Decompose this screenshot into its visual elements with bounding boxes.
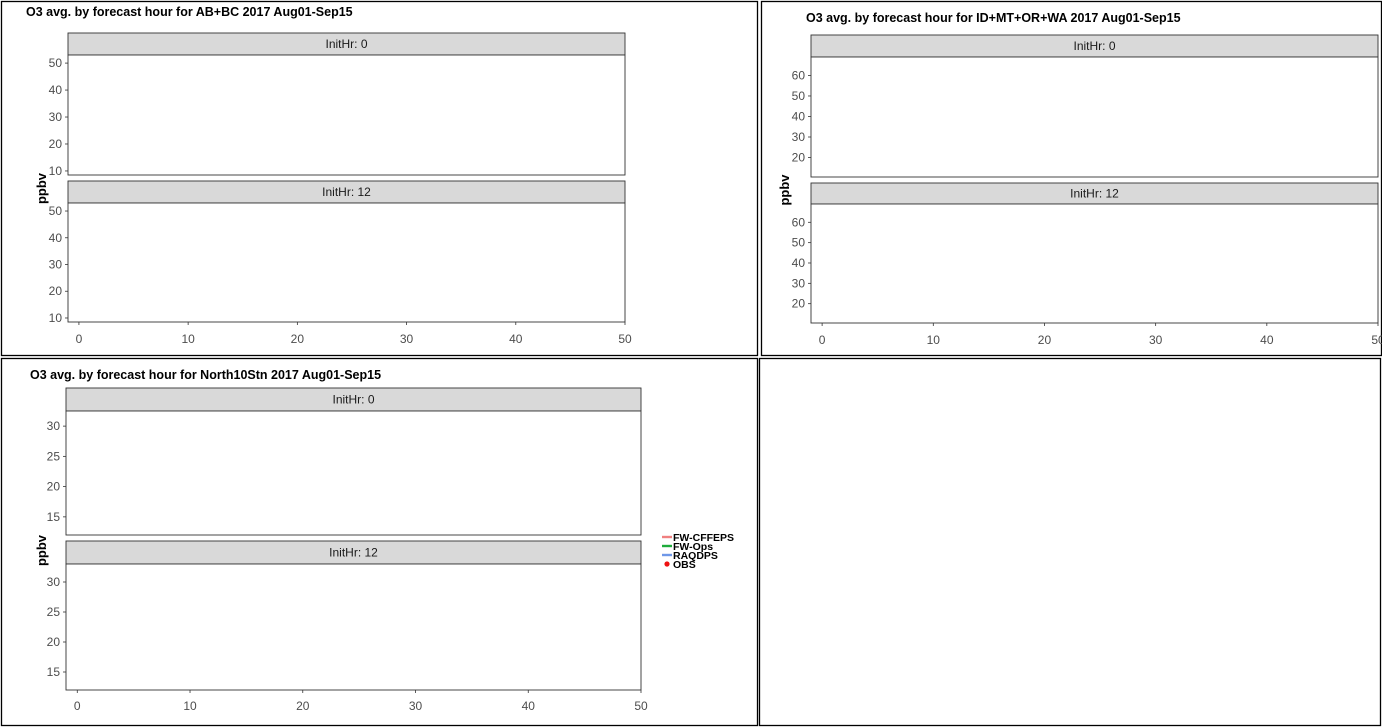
y-tick-label: 50 [792,236,806,250]
facet-strip-label: InitHr: 0 [332,393,374,407]
x-tick-label: 0 [74,699,81,713]
x-tick-label: 10 [183,699,197,713]
legend-item-obs: OBS [664,559,696,571]
y-axis-title: ppbv [34,172,49,204]
y-tick-label: 10 [49,311,63,325]
facet-panel-inithr-0: InitHr: 0 15 20 25 30 [47,387,642,536]
x-tick-label: 40 [1260,333,1274,347]
y-axis-title: ppbv [34,534,49,566]
y-tick-label: 20 [47,635,61,649]
y-axis-title: ppbv [777,174,792,206]
x-tick-label: 30 [1149,333,1163,347]
legend-key-point [664,561,670,567]
facet-panel-inithr-12: InitHr: 12 15 20 25 30 [47,540,642,691]
x-tick-label: 20 [296,699,310,713]
y-tick-label: 50 [792,89,806,103]
facet-panel-inithr-0: InitHr: 0 10 20 30 40 50 [49,32,626,178]
y-tick-label: 15 [47,510,61,524]
x-tick-label: 20 [1038,333,1052,347]
facet-strip-label: InitHr: 0 [1073,39,1115,53]
y-tick-label: 40 [49,83,63,97]
x-tick-label: 0 [819,333,826,347]
y-tick-label: 30 [49,110,63,124]
cell-border-bottom-left [0,357,759,727]
chart-title: O3 avg. by forecast hour for North10Stn … [30,368,381,382]
y-tick-label: 30 [49,258,63,272]
y-tick-label: 15 [47,665,61,679]
y-tick-label: 30 [792,276,806,290]
y-tick-label: 30 [47,419,61,433]
chart-1: O3 avg. by forecast hour for AB+BC 2017 … [26,5,632,346]
legend-label: FW-CFFEPS [673,532,734,544]
facet-strip-label: InitHr: 12 [329,546,378,560]
legend-item-fw-ops: FW-Ops [662,541,713,553]
y-tick-label: 40 [49,231,63,245]
y-tick-label: 20 [792,151,806,165]
y-tick-label: 20 [49,284,63,298]
charts-layer: O3 avg. by forecast hour for AB+BC 2017 … [26,5,1382,713]
chart-3: O3 avg. by forecast hour for North10Stn … [30,368,734,713]
facet-panel-inithr-0: InitHr: 0 20 30 40 50 60 [792,34,1379,178]
y-tick-label: 50 [49,56,63,70]
panel-frame [810,203,1379,324]
y-tick-label: 60 [792,215,806,229]
legend-label: OBS [673,559,696,571]
x-tick-label: 40 [509,332,523,346]
x-tick-label: 50 [1371,333,1382,347]
x-tick-label: 30 [409,699,423,713]
legend-item-fw-cffeps: FW-CFFEPS [662,532,734,544]
x-tick-label: 40 [522,699,536,713]
facet-strip-label: InitHr: 0 [325,37,367,51]
x-tick-label: 0 [76,332,83,346]
facet-strip-label: InitHr: 12 [322,185,371,199]
y-tick-label: 30 [47,575,61,589]
x-tick-label: 10 [927,333,941,347]
panel-frame [810,56,1379,178]
facet-panel-inithr-12: InitHr: 12 20 30 40 50 60 [792,182,1379,324]
facet-panel-inithr-12: InitHr: 12 10 20 30 40 50 [49,180,626,325]
y-tick-label: 50 [49,204,63,218]
legend-item-raqdps: RAQDPS [662,550,718,562]
y-tick-label: 20 [47,480,61,494]
x-tick-label: 30 [400,332,414,346]
y-tick-label: 25 [47,605,61,619]
x-tick-label: 50 [634,699,648,713]
y-tick-label: 40 [792,256,806,270]
legend-label: RAQDPS [673,550,718,562]
panel-frame [65,410,642,536]
x-tick-label: 10 [181,332,195,346]
chart-2: O3 avg. by forecast hour for ID+MT+OR+WA… [777,11,1382,347]
x-tick-label: 20 [291,332,305,346]
y-tick-label: 30 [792,130,806,144]
y-tick-label: 20 [49,137,63,151]
y-tick-label: 60 [792,68,806,82]
legend-label: FW-Ops [673,541,713,553]
chart-title: O3 avg. by forecast hour for ID+MT+OR+WA… [806,11,1181,25]
panel-frame [65,563,642,691]
cell-border-top-left [0,0,759,357]
facet-strip-label: InitHr: 12 [1070,187,1119,201]
panel-frame [67,202,626,323]
cell-border-bottom-right [758,357,1382,727]
x-tick-label: 50 [618,332,632,346]
y-tick-label: 40 [792,109,806,123]
y-tick-label: 10 [49,164,63,178]
y-tick-label: 25 [47,449,61,463]
panel-frame [67,54,626,176]
chart-title: O3 avg. by forecast hour for AB+BC 2017 … [26,5,353,19]
y-tick-label: 20 [792,297,806,311]
